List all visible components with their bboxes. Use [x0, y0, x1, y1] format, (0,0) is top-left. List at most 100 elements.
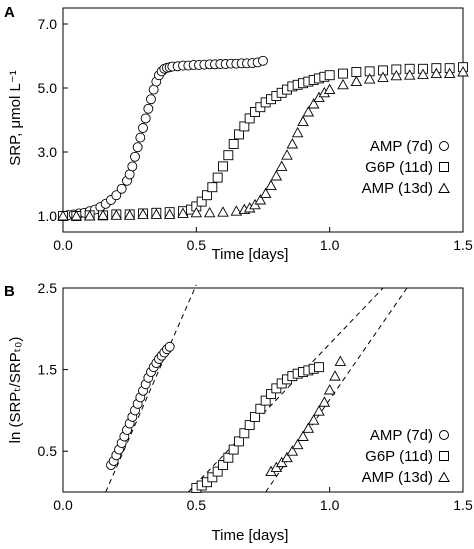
point-amp-13d — [291, 126, 304, 138]
x-tick-label: 1.5 — [453, 237, 473, 253]
legend-label: AMP (7d) — [370, 427, 433, 444]
point-amp-13d — [137, 208, 149, 219]
point-amp-13d — [377, 71, 389, 82]
legend-label: AMP (7d) — [370, 138, 433, 155]
point-g6p-11d — [244, 113, 255, 124]
point-amp-13d — [297, 115, 309, 127]
point-amp-13d — [337, 78, 349, 90]
panel-a: A 0.0 0.5 1.0 1.5 1.03.05.07.0 Time [days] … — [4, 4, 473, 263]
y-tick-label: 5.0 — [38, 80, 58, 96]
point-amp-13d — [318, 396, 331, 407]
point-amp-13d — [286, 445, 299, 456]
panel-b-legend-item-amp-7d: AMP (7d) — [370, 427, 449, 444]
legend-label: AMP (13d) — [362, 469, 433, 486]
panel-b-y-axis-label: ln (SRPₜ/SRPₜ₀) — [7, 337, 24, 444]
point-amp-13d — [265, 179, 277, 191]
point-g6p-11d — [207, 182, 218, 193]
point-g6p-11d — [250, 411, 260, 422]
point-amp-13d — [302, 106, 315, 117]
point-amp-13d — [70, 210, 83, 221]
point-g6p-11d — [260, 395, 271, 406]
panel-a-x-axis-label: Time [days] — [212, 246, 289, 263]
point-amp-13d — [457, 66, 469, 77]
y-tick-label: 2.5 — [38, 280, 58, 296]
point-amp-7d — [132, 142, 143, 153]
point-amp-13d — [291, 438, 304, 450]
point-amp-13d — [57, 210, 69, 221]
point-amp-13d — [430, 67, 443, 79]
point-g6p-11d — [255, 403, 266, 414]
panel-b-plot-frame — [62, 287, 464, 493]
panel-b-legend: AMP (7d) G6P (11d) AMP (13d) — [362, 427, 450, 486]
point-amp-13d — [390, 69, 403, 81]
point-amp-13d — [281, 451, 293, 463]
point-g6p-11d — [228, 444, 239, 455]
panel-b-letter: B — [4, 283, 15, 300]
point-amp-7d — [127, 161, 138, 172]
point-amp-13d — [443, 67, 456, 79]
point-amp-13d — [230, 205, 243, 216]
x-tick-label: 0.5 — [187, 237, 207, 253]
point-g6p-11d — [239, 428, 250, 439]
point-amp-13d — [150, 208, 163, 219]
point-g6p-11d — [239, 121, 250, 132]
point-amp-13d — [270, 170, 283, 181]
point-g6p-11d — [266, 389, 276, 400]
point-amp-13d — [307, 98, 320, 109]
point-amp-13d — [307, 414, 320, 425]
x-tick-label: 0.0 — [53, 497, 73, 513]
panel-a-legend-item-amp-13d: AMP (13d) — [362, 180, 450, 197]
point-amp-13d — [417, 68, 429, 80]
square-marker-icon — [439, 451, 449, 461]
point-amp-13d — [217, 206, 229, 217]
point-g6p-11d — [212, 466, 223, 477]
point-amp-13d — [323, 83, 336, 95]
panel-a-x-ticks: 0.0 0.5 1.0 1.5 — [53, 227, 473, 253]
point-amp-13d — [313, 405, 325, 416]
triangle-marker-icon — [438, 471, 450, 482]
point-g6p-11d — [196, 196, 207, 207]
y-tick-label: 1.5 — [38, 362, 58, 378]
point-g6p-11d — [234, 436, 244, 447]
point-g6p-11d — [218, 460, 228, 471]
point-g6p-11d — [234, 129, 244, 140]
circle-marker-icon — [439, 141, 449, 151]
point-amp-13d — [363, 73, 376, 84]
point-amp-13d — [334, 355, 347, 366]
point-amp-13d — [329, 370, 341, 381]
point-amp-13d — [323, 384, 336, 395]
x-tick-label: 0.5 — [187, 497, 207, 513]
panel-a-letter: A — [4, 4, 15, 21]
point-g6p-11d — [218, 161, 228, 172]
panel-b-x-axis-label: Time [days] — [212, 527, 289, 544]
point-g6p-11d — [324, 70, 335, 81]
y-tick-label: 3.0 — [38, 144, 58, 160]
triangle-marker-icon — [438, 182, 450, 193]
point-amp-7d — [135, 132, 146, 143]
legend-label: G6P (11d) — [365, 448, 433, 465]
panel-a-y-axis-label: SRP, μmol L⁻¹ — [7, 70, 24, 165]
point-amp-13d — [403, 69, 416, 80]
point-g6p-11d — [314, 362, 324, 373]
point-amp-13d — [110, 209, 123, 220]
point-g6p-11d — [212, 172, 223, 183]
x-tick-label: 1.5 — [453, 497, 473, 513]
point-amp-7d — [111, 190, 122, 201]
point-g6p-11d — [207, 472, 218, 483]
panel-b: B 0.0 0.5 1.0 1.5 0.5 1.5 2.5 Time [days] ln … — [4, 280, 473, 544]
point-g6p-11d — [202, 190, 212, 201]
point-amp-13d — [97, 209, 109, 220]
panel-a-legend-item-amp-7d: AMP (7d) — [370, 138, 449, 155]
point-amp-13d — [286, 138, 299, 149]
point-amp-7d — [143, 103, 154, 114]
point-g6p-11d — [228, 139, 239, 149]
legend-label: AMP (13d) — [362, 180, 433, 197]
point-g6p-11d — [338, 68, 348, 79]
x-tick-label: 1.0 — [320, 237, 340, 253]
point-amp-13d — [190, 206, 203, 218]
y-tick-label: 1.0 — [38, 208, 58, 224]
panel-a-plot-frame — [62, 7, 464, 233]
dashed-fit-line — [105, 284, 197, 493]
point-amp-13d — [83, 210, 96, 221]
